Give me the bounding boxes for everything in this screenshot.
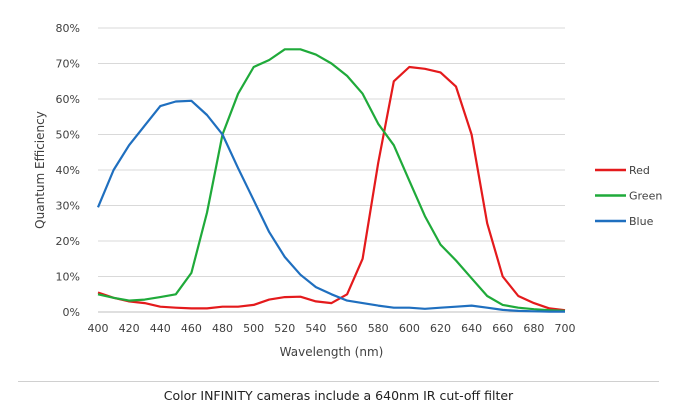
grid [98, 27, 565, 277]
x-tick-label: 440 [150, 322, 171, 335]
y-axis-ticks: 0% 10% 20% 30% 40% 50% 60% 70% 80% [56, 22, 80, 319]
x-tick-label: 620 [430, 322, 451, 335]
x-tick-label: 680 [523, 322, 544, 335]
x-tick-label: 460 [181, 322, 202, 335]
x-tick-label: 640 [461, 322, 482, 335]
x-tick-label: 660 [492, 322, 513, 335]
y-tick-label: 50% [56, 129, 80, 142]
y-tick-label: 60% [56, 93, 80, 106]
series-lines [96, 48, 566, 313]
legend-label-green: Green [629, 190, 662, 203]
y-tick-label: 80% [56, 22, 80, 35]
legend: Red Green Blue [595, 164, 662, 228]
y-tick-label: 30% [56, 200, 80, 213]
x-tick-label: 480 [212, 322, 233, 335]
x-tick-label: 600 [399, 322, 420, 335]
x-axis-ticks: 400 420 440 460 480 500 520 540 560 580 600 620 640 6… [88, 322, 576, 335]
series-line-red [97, 65, 566, 312]
x-tick-label: 540 [305, 322, 326, 335]
y-tick-label: 20% [56, 235, 80, 248]
x-tick-label: 400 [88, 322, 109, 335]
series-line-green [97, 48, 566, 312]
series-line-blue [96, 99, 565, 313]
figure-caption: Color INFINITY cameras include a 640nm I… [163, 388, 514, 403]
x-axis-title: Wavelength (nm) [280, 345, 384, 359]
x-tick-label: 580 [368, 322, 389, 335]
caption-divider [18, 381, 659, 382]
x-tick-label: 420 [119, 322, 140, 335]
y-tick-label: 10% [56, 271, 80, 284]
x-tick-label: 500 [243, 322, 264, 335]
legend-label-blue: Blue [629, 215, 654, 228]
y-axis-title: Quantum Efficiency [33, 111, 47, 229]
x-tick-label: 700 [555, 322, 576, 335]
y-tick-label: 40% [56, 164, 80, 177]
x-tick-label: 560 [337, 322, 358, 335]
legend-label-red: Red [629, 164, 650, 177]
x-tick-label: 520 [274, 322, 295, 335]
y-tick-label: 0% [63, 306, 80, 319]
y-tick-label: 70% [56, 58, 80, 71]
